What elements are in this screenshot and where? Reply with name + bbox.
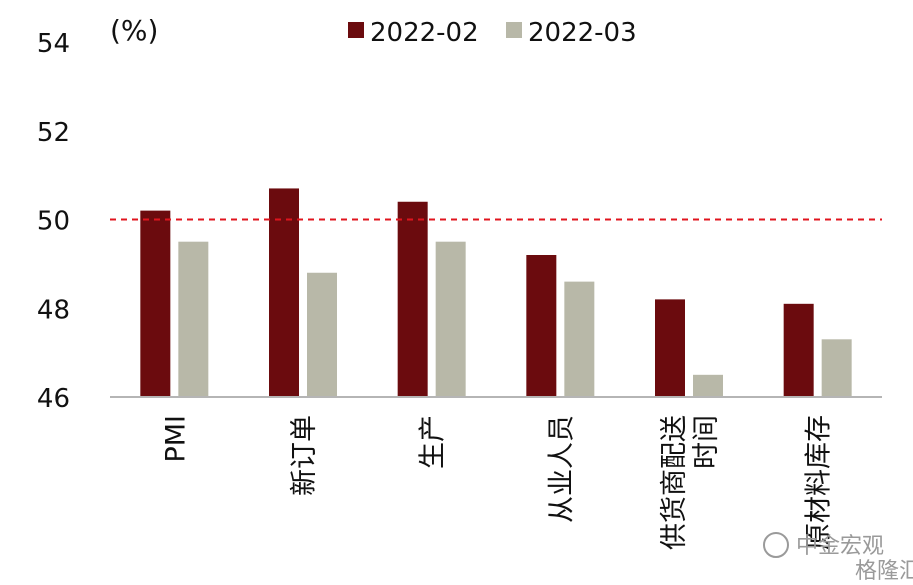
legend-swatch: [506, 22, 522, 38]
wechat-icon: [763, 532, 789, 558]
bar-2022-03-从业人员: [564, 281, 595, 397]
bar-2022-02-原材料库存: [783, 303, 814, 397]
legend: 2022-02 2022-03: [348, 18, 637, 48]
y-axis-ticks: 46 48 50 52 54: [37, 29, 70, 414]
category-label: 从业人员: [546, 415, 577, 523]
bar-2022-02-PMI: [140, 210, 171, 397]
bar-2022-03-原材料库存: [821, 339, 852, 397]
category-labels: PMI 新订单 生产 从业人员 供货商配送 时间 原材料库存: [160, 415, 834, 550]
y-tick-label: 48: [37, 295, 70, 325]
bar-2022-03-生产: [435, 241, 466, 397]
watermark-text: 中金宏观: [796, 534, 884, 559]
category-label: 供货商配送: [659, 415, 690, 550]
watermark-sub: 格隆汇: [855, 559, 913, 584]
bar-2022-03-供货商配送时间: [693, 374, 723, 397]
y-tick-label: 46: [37, 384, 70, 414]
legend-label: 2022-03: [528, 18, 637, 48]
bar-2022-02-从业人员: [526, 255, 557, 397]
y-tick-label: 50: [37, 207, 70, 237]
watermark: 中金宏观 格隆汇: [763, 532, 913, 584]
category-label: 新订单: [289, 415, 320, 496]
y-unit-label: (%): [110, 14, 158, 47]
legend-label: 2022-02: [370, 18, 479, 48]
bar-2022-03-新订单: [307, 272, 337, 397]
bars: [140, 188, 852, 397]
y-tick-label: 52: [37, 118, 70, 148]
category-label: 生产: [418, 415, 449, 469]
category-label: 时间: [691, 415, 722, 469]
bar-2022-02-供货商配送时间: [655, 299, 685, 397]
bar-2022-03-PMI: [178, 241, 209, 397]
category-label: 原材料库存: [804, 415, 835, 550]
bar-2022-02-生产: [397, 201, 428, 397]
category-label: PMI: [160, 415, 191, 463]
y-tick-label: 54: [37, 29, 70, 59]
legend-swatch: [348, 22, 364, 38]
bar-2022-02-新订单: [269, 188, 299, 397]
